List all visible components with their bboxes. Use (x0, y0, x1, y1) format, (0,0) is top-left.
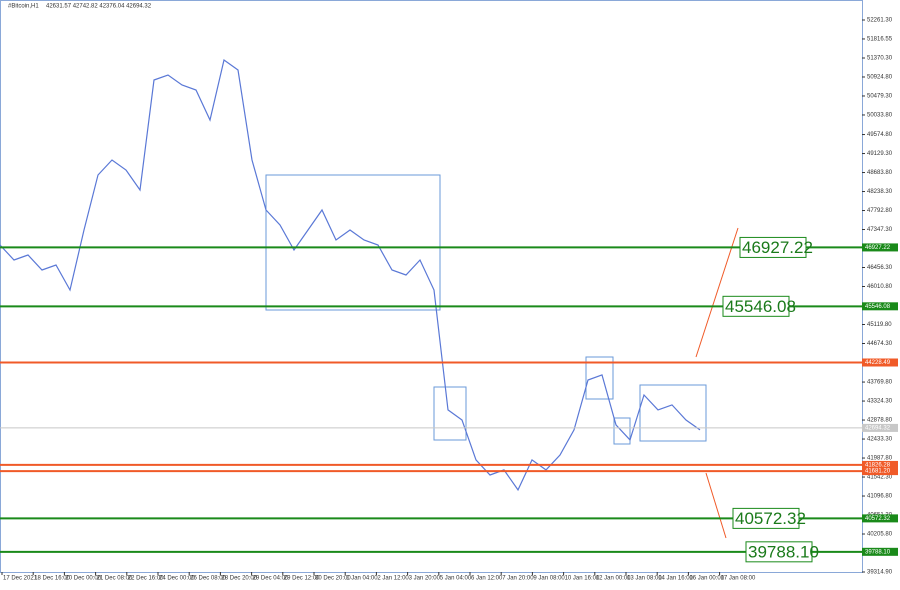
y-tick-label: 45119.80 (867, 322, 892, 328)
y-tick-label: 43769.80 (867, 380, 893, 386)
level-tag-label: 41681.20 (865, 469, 891, 475)
x-tick-label: 20 Dec 00:00 (65, 576, 101, 582)
arrow-line (695, 227, 739, 358)
range-box (585, 356, 614, 400)
level-tag-label: 42694.32 (865, 425, 891, 431)
x-tick-label: 10 Jan 16:00 (565, 576, 600, 582)
y-tick-label: 43324.30 (867, 399, 893, 405)
level-tag (862, 358, 898, 367)
level-tag (862, 423, 898, 432)
level-label: 39788.10 (748, 542, 819, 561)
y-tick-label: 42433.30 (867, 437, 893, 443)
x-tick-label: 21 Dec 08:00 (97, 576, 133, 582)
x-tick-label: 22 Dec 16:00 (128, 576, 164, 582)
x-tick-label: 28 Dec 20:00 (221, 576, 257, 582)
level-box (722, 295, 790, 317)
level-tag-label: 41826.28 (865, 462, 891, 468)
y-tick-label: 46456.30 (867, 265, 893, 271)
y-tick-label: 51816.55 (867, 37, 893, 43)
y-tick-label: 42878.80 (867, 418, 893, 424)
y-tick-label: 44674.30 (867, 341, 893, 347)
level-tag (862, 243, 898, 252)
y-tick-label: 41542.30 (867, 475, 893, 481)
level-label: 40572.32 (735, 509, 806, 528)
level-tag (862, 514, 898, 523)
level-tag-label: 39788.10 (865, 549, 891, 555)
y-tick-label: 51370.30 (867, 56, 893, 62)
x-tick-label: 1 Jan 04:00 (346, 576, 378, 582)
y-tick-label: 52261.30 (867, 18, 893, 24)
x-tick-label: 29 Dec 12:00 (284, 576, 320, 582)
y-tick-label: 40205.80 (867, 532, 893, 538)
x-tick-label: 17 Dec 2021 (3, 576, 38, 582)
level-box (732, 507, 800, 529)
boxes (265, 174, 707, 445)
y-tick-label: 50033.80 (867, 113, 893, 119)
y-tick-label: 39314.90 (867, 570, 893, 576)
level-label: 45546.08 (725, 297, 796, 316)
level-tag-label: 46927.22 (865, 245, 891, 251)
price-line (0, 58, 701, 492)
x-tick-label: 13 Jan 08:00 (627, 576, 662, 582)
range-box (433, 386, 467, 441)
x-tick-label: 2 Jan 12:00 (377, 576, 409, 582)
y-tick-label: 49129.30 (867, 151, 893, 157)
x-tick-label: 16 Jan 00:00 (689, 576, 724, 582)
y-tick-label: 41987.80 (867, 456, 893, 462)
x-tick-label: 26 Dec 08:00 (190, 576, 226, 582)
y-tick-label: 49574.80 (867, 132, 893, 138)
y-tick-label: 46010.80 (867, 284, 893, 290)
ohlc: 42631.57 42742.82 42376.04 42694.32 (46, 4, 152, 10)
arrow-line (705, 472, 727, 539)
x-tick-label: 29 Dec 04:00 (253, 576, 289, 582)
y-tick-label: 48683.80 (867, 170, 893, 176)
level-tag-label: 40572.32 (865, 516, 891, 522)
level-tag (862, 467, 898, 476)
y-tick-label: 50479.30 (867, 94, 893, 100)
x-tick-label: 18 Dec 16:00 (34, 576, 70, 582)
level-tag-label: 45546.08 (865, 304, 891, 310)
range-box (639, 384, 707, 442)
y-tick-label: 41096.80 (867, 494, 893, 500)
x-tick-label: 24 Dec 00:00 (159, 576, 195, 582)
level-tag-label: 44228.49 (865, 360, 891, 366)
x-tick-label: 17 Jan 08:00 (721, 576, 756, 582)
y-tick-label: 50924.80 (867, 75, 893, 81)
x-tick-label: 7 Jan 20:00 (502, 576, 534, 582)
level-tag (862, 302, 898, 311)
x-tick-label: 30 Dec 20:00 (315, 576, 351, 582)
y-tick-label: 47347.30 (867, 227, 893, 233)
x-tick-label: 12 Jan 00:00 (596, 576, 631, 582)
level-tag (862, 547, 898, 556)
range-box (265, 174, 441, 311)
level-label: 46927.22 (742, 238, 813, 257)
arrows (695, 227, 739, 539)
x-tick-label: 9 Jan 08:00 (533, 576, 565, 582)
level-box (739, 236, 807, 258)
x-tick-label: 6 Jan 12:00 (471, 576, 503, 582)
level-tag (862, 460, 898, 469)
symbol: #Bitcoin,H1 (8, 4, 39, 10)
x-tick-label: 5 Jan 04:00 (440, 576, 472, 582)
y-tick-label: 48238.30 (867, 189, 893, 195)
x-tick-label: 14 Jan 16:00 (658, 576, 693, 582)
y-tick-label: 47792.80 (867, 208, 893, 214)
level-box (745, 541, 813, 563)
x-tick-label: 3 Jan 20:00 (409, 576, 441, 582)
range-box (613, 417, 631, 445)
